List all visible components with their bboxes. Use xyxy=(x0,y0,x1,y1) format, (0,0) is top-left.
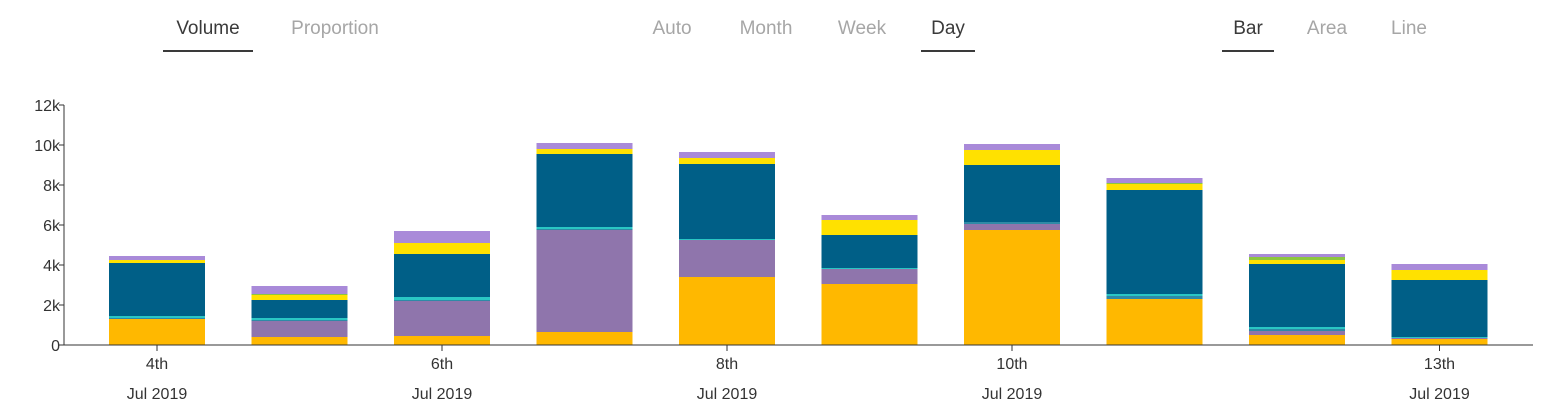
bar-segment-0-3[interactable] xyxy=(109,316,205,318)
bar-segment-1-0[interactable] xyxy=(251,337,348,345)
month-toggle[interactable]: Month xyxy=(739,18,793,39)
day-toggle[interactable]: Day xyxy=(921,16,975,52)
y-tick-label: 12k xyxy=(34,98,61,115)
bar-segment-5-1[interactable] xyxy=(821,269,918,284)
bar-segment-5-0[interactable] xyxy=(821,284,918,345)
bar-segment-2-5[interactable] xyxy=(394,243,490,254)
bar-segment-2-3[interactable] xyxy=(394,297,490,300)
bar-segment-8-0[interactable] xyxy=(1249,335,1345,345)
bar-segment-1-7[interactable] xyxy=(251,286,348,294)
bar-segment-8-4[interactable] xyxy=(1249,264,1345,327)
bar-segment-7-6[interactable] xyxy=(1106,183,1203,184)
bar-segment-3-2[interactable] xyxy=(536,229,633,230)
x-tick-label-month: Jul 2019 xyxy=(127,386,188,403)
bars-layer xyxy=(109,143,1488,345)
x-tick-label-month: Jul 2019 xyxy=(1409,386,1470,403)
bar-segment-8-2[interactable] xyxy=(1249,329,1345,331)
bar-segment-5-3[interactable] xyxy=(821,268,918,269)
auto-toggle[interactable]: Auto xyxy=(652,18,692,39)
bar-segment-7-4[interactable] xyxy=(1106,190,1203,294)
bar-segment-8-5[interactable] xyxy=(1249,260,1345,264)
bar-segment-2-4[interactable] xyxy=(394,254,490,297)
bar-segment-4-7[interactable] xyxy=(679,152,775,158)
bar-segment-7-7[interactable] xyxy=(1106,178,1203,183)
bar-segment-0-2[interactable] xyxy=(109,318,205,319)
bar-segment-1-1[interactable] xyxy=(251,321,348,337)
bar-segment-9-1[interactable] xyxy=(1391,338,1488,339)
line-toggle[interactable]: Line xyxy=(1391,18,1427,39)
bar-segment-6-2[interactable] xyxy=(964,222,1060,224)
y-tick-label: 4k xyxy=(43,258,61,275)
bar-segment-5-5[interactable] xyxy=(821,220,918,235)
area-toggle[interactable]: Area xyxy=(1306,18,1348,39)
x-tick-label-day: 13th xyxy=(1424,356,1455,373)
x-tick-label-month: Jul 2019 xyxy=(697,386,758,403)
y-tick-label: 6k xyxy=(43,218,61,235)
bar-segment-4-3[interactable] xyxy=(679,239,775,240)
bar-segment-7-0[interactable] xyxy=(1106,299,1203,345)
x-tick-label-month: Jul 2019 xyxy=(412,386,473,403)
bar-segment-4-4[interactable] xyxy=(679,164,775,239)
bar-segment-6-4[interactable] xyxy=(964,165,1060,222)
volume-toggle[interactable]: Volume xyxy=(163,16,253,52)
bar-segment-4-0[interactable] xyxy=(679,277,775,345)
week-toggle[interactable]: Week xyxy=(837,18,887,39)
y-tick-label: 2k xyxy=(43,298,61,315)
bar-segment-2-2[interactable] xyxy=(394,300,490,301)
bar-segment-8-1[interactable] xyxy=(1249,331,1345,335)
bar-segment-4-5[interactable] xyxy=(679,158,775,164)
bar-segment-1-6[interactable] xyxy=(251,294,348,295)
bar-segment-9-0[interactable] xyxy=(1391,339,1488,345)
bar-segment-6-7[interactable] xyxy=(964,144,1060,150)
bar-segment-0-5[interactable] xyxy=(109,260,205,263)
bar-segment-7-5[interactable] xyxy=(1106,184,1203,190)
bar-segment-3-7[interactable] xyxy=(536,143,633,149)
bar-segment-3-1[interactable] xyxy=(536,230,633,332)
y-tick-label: 10k xyxy=(34,138,61,155)
bar-segment-7-2[interactable] xyxy=(1106,296,1203,299)
bar-segment-5-4[interactable] xyxy=(821,235,918,268)
bar-segment-0-0[interactable] xyxy=(109,319,205,345)
bar-segment-6-1[interactable] xyxy=(964,224,1060,230)
bar-segment-1-4[interactable] xyxy=(251,300,348,318)
bar-segment-9-3[interactable] xyxy=(1391,337,1488,338)
bar-segment-2-1[interactable] xyxy=(394,301,490,336)
bar-segment-4-1[interactable] xyxy=(679,240,775,277)
bar-segment-5-7[interactable] xyxy=(821,215,918,220)
bar-segment-1-2[interactable] xyxy=(251,320,348,321)
axes-layer: 0 2k 4k 6k 8k 10k 12k 4th Jul 2019 6th Jul 2019 8th… xyxy=(34,98,1533,403)
bar-segment-8-7[interactable] xyxy=(1249,254,1345,257)
bar-segment-3-5[interactable] xyxy=(536,149,633,154)
x-tick-label-month: Jul 2019 xyxy=(982,386,1043,403)
bar-segment-3-4[interactable] xyxy=(536,154,633,227)
bar-segment-8-3[interactable] xyxy=(1249,327,1345,329)
bar-segment-0-7[interactable] xyxy=(109,256,205,260)
bar-segment-7-3[interactable] xyxy=(1106,294,1203,296)
x-tick-label-day: 6th xyxy=(431,356,453,373)
bar-segment-3-0[interactable] xyxy=(536,332,633,345)
x-tick-label-day: 4th xyxy=(146,356,168,373)
bar-toggle[interactable]: Bar xyxy=(1222,16,1274,52)
bar-segment-2-0[interactable] xyxy=(394,336,490,345)
proportion-toggle[interactable]: Proportion xyxy=(291,18,379,39)
bar-segment-6-0[interactable] xyxy=(964,230,1060,345)
bar-segment-9-4[interactable] xyxy=(1391,280,1488,337)
bar-segment-6-5[interactable] xyxy=(964,150,1060,165)
y-tick-label: 8k xyxy=(43,178,61,195)
bar-segment-1-3[interactable] xyxy=(251,318,348,320)
y-tick-label: 0 xyxy=(51,338,60,355)
bar-segment-9-5[interactable] xyxy=(1391,270,1488,280)
bar-segment-2-7[interactable] xyxy=(394,231,490,243)
x-tick-label-day: 10th xyxy=(996,356,1027,373)
bar-segment-8-6[interactable] xyxy=(1249,257,1345,260)
bar-segment-1-5[interactable] xyxy=(251,295,348,300)
bar-segment-0-4[interactable] xyxy=(109,263,205,316)
bar-segment-9-7[interactable] xyxy=(1391,264,1488,270)
x-tick-label-day: 8th xyxy=(716,356,738,373)
bar-segment-3-3[interactable] xyxy=(536,227,633,229)
